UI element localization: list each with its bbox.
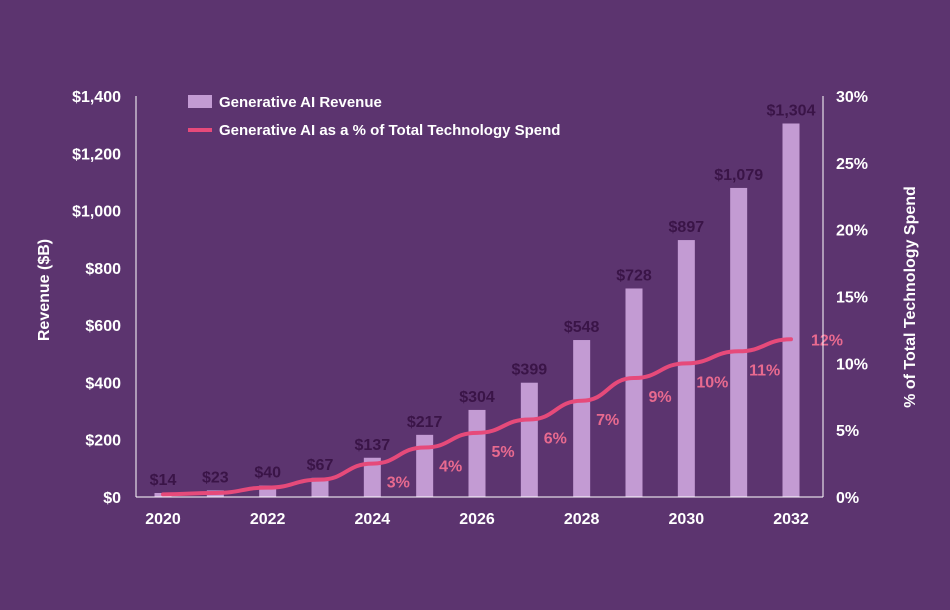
y-left-tick-label: $1,000 xyxy=(72,204,121,221)
percent-line-label: 10% xyxy=(696,374,728,391)
y-right-tick-label: 15% xyxy=(836,290,868,307)
y-left-tick-label: $400 xyxy=(85,375,121,392)
y-left-tick-label: $0 xyxy=(103,490,121,507)
percent-line-label: 3% xyxy=(387,475,410,492)
revenue-bar-label: $1,079 xyxy=(714,167,763,184)
revenue-bar-label: $137 xyxy=(355,437,391,454)
legend: Generative AI Revenue Generative AI as a … xyxy=(188,94,560,139)
revenue-bar-label: $40 xyxy=(254,465,281,482)
percent-line-label: 11% xyxy=(749,362,780,379)
revenue-bar-label: $897 xyxy=(669,219,705,236)
revenue-bar-label: $728 xyxy=(616,267,652,284)
y-right-tick-label: 10% xyxy=(836,356,868,373)
percent-line-label: 6% xyxy=(544,430,567,447)
percent-spend-line xyxy=(161,337,793,497)
y-right-tick-label: 20% xyxy=(836,223,868,240)
x-tick-label: 2024 xyxy=(355,511,391,528)
x-tick-label: 2032 xyxy=(773,511,809,528)
x-tick-label: 2026 xyxy=(459,511,495,528)
x-tick-label: 2028 xyxy=(564,511,600,528)
revenue-bar-label: $399 xyxy=(512,362,548,379)
legend-bar-swatch xyxy=(188,95,212,108)
legend-bar-label: Generative AI Revenue xyxy=(219,94,382,111)
revenue-bar-label: $23 xyxy=(202,469,229,486)
y-left-tick-label: $1,400 xyxy=(72,89,121,106)
percent-line-label: 4% xyxy=(439,459,462,476)
revenue-bar xyxy=(730,187,748,497)
revenue-bar-label: $67 xyxy=(307,457,334,474)
y-left-tick-label: $200 xyxy=(85,433,121,450)
line-series: 3% 4% 5% 6% 7% 9% 10% 11% 12% xyxy=(161,332,843,497)
x-tick-label: 2022 xyxy=(250,511,286,528)
revenue-bar xyxy=(416,434,434,497)
percent-line-label: 7% xyxy=(596,412,619,429)
legend-line-label: Generative AI as a % of Total Technology… xyxy=(219,122,560,139)
y-left-tick-label: $1,200 xyxy=(72,146,121,163)
y-left-tick-label: $800 xyxy=(85,261,121,278)
revenue-bar-label: $548 xyxy=(564,319,600,336)
revenue-bar xyxy=(625,288,643,497)
y-left-axis-title: Revenue ($B) xyxy=(36,239,53,341)
axes: $0 $200 $400 $600 $800 $1,000 $1,200 $1,400 0% 5%… xyxy=(36,89,919,528)
revenue-bar xyxy=(311,477,329,497)
revenue-bar xyxy=(677,240,695,497)
revenue-bar xyxy=(782,123,800,498)
bar-series: $14 $23 $40 $67 $137 $217 $304 $399 $548 $728 $897… xyxy=(150,102,816,498)
y-right-tick-label: 25% xyxy=(836,156,868,173)
revenue-bar-label: $217 xyxy=(407,414,443,431)
revenue-bar xyxy=(573,340,591,497)
y-right-tick-label: 5% xyxy=(836,423,859,440)
revenue-bar xyxy=(259,485,277,497)
percent-line-label: 9% xyxy=(648,389,671,406)
y-right-tick-label: 30% xyxy=(836,89,868,106)
revenue-bar-label: $304 xyxy=(459,389,495,406)
x-tick-label: 2030 xyxy=(669,511,705,528)
revenue-bar xyxy=(468,409,486,497)
revenue-bar-label: $1,304 xyxy=(767,102,816,119)
y-right-tick-label: 0% xyxy=(836,490,859,507)
revenue-bar-label: $14 xyxy=(150,472,177,489)
revenue-bar xyxy=(520,382,538,497)
y-left-tick-label: $600 xyxy=(85,318,121,335)
y-right-axis-title: % of Total Technology Spend xyxy=(902,186,919,408)
percent-line-label: 12% xyxy=(811,332,843,349)
x-tick-label: 2020 xyxy=(145,511,181,528)
revenue-bar xyxy=(363,457,381,497)
percent-line-label: 5% xyxy=(491,444,514,461)
